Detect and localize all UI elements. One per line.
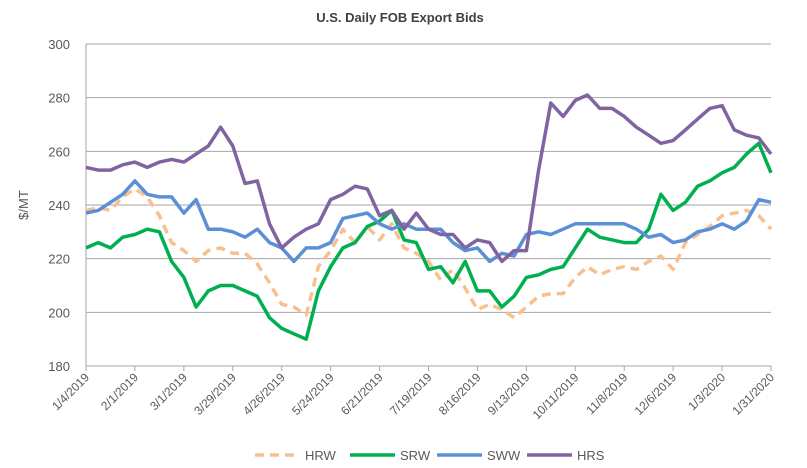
x-tick-label: 11/8/2019 — [583, 370, 630, 417]
y-axis-label: $/MT — [16, 190, 31, 220]
x-tick-label: 3/1/2019 — [147, 370, 190, 413]
x-tick-label: 3/29/2019 — [191, 370, 239, 418]
x-tick-label: 5/24/2019 — [289, 370, 337, 418]
x-tick-label: 2/1/2019 — [98, 370, 141, 413]
legend-label: SRW — [400, 448, 431, 463]
legend-label: HRS — [577, 448, 605, 463]
y-tick-label: 180 — [48, 359, 70, 374]
series-line-sww — [85, 179, 772, 264]
x-tick-label: 4/26/2019 — [240, 370, 288, 418]
chart-title: U.S. Daily FOB Export Bids — [316, 10, 484, 25]
x-tick-label: 8/16/2019 — [436, 370, 484, 418]
y-tick-label: 280 — [48, 91, 70, 106]
y-tick-label: 260 — [48, 144, 70, 159]
x-tick-label: 10/11/2019 — [530, 370, 582, 422]
x-tick-label: 1/4/2019 — [49, 370, 92, 413]
series-line-hrw — [85, 187, 773, 320]
y-tick-label: 240 — [48, 198, 70, 213]
y-tick-label: 200 — [48, 305, 70, 320]
legend-label: HRW — [305, 448, 337, 463]
legend-label: SWW — [487, 448, 521, 463]
x-tick-label: 1/31/2020 — [729, 370, 777, 418]
x-tick-label: 12/6/2019 — [632, 370, 680, 418]
y-tick-label: 300 — [48, 37, 70, 52]
series-line-hrs — [85, 93, 773, 264]
x-tick-label: 1/3/2020 — [685, 370, 728, 413]
x-tick-label: 9/13/2019 — [485, 370, 533, 418]
series-line-srw — [85, 141, 773, 341]
x-tick-label: 7/19/2019 — [387, 370, 435, 418]
x-tick-label: 6/21/2019 — [338, 370, 386, 418]
y-tick-label: 220 — [48, 252, 70, 267]
